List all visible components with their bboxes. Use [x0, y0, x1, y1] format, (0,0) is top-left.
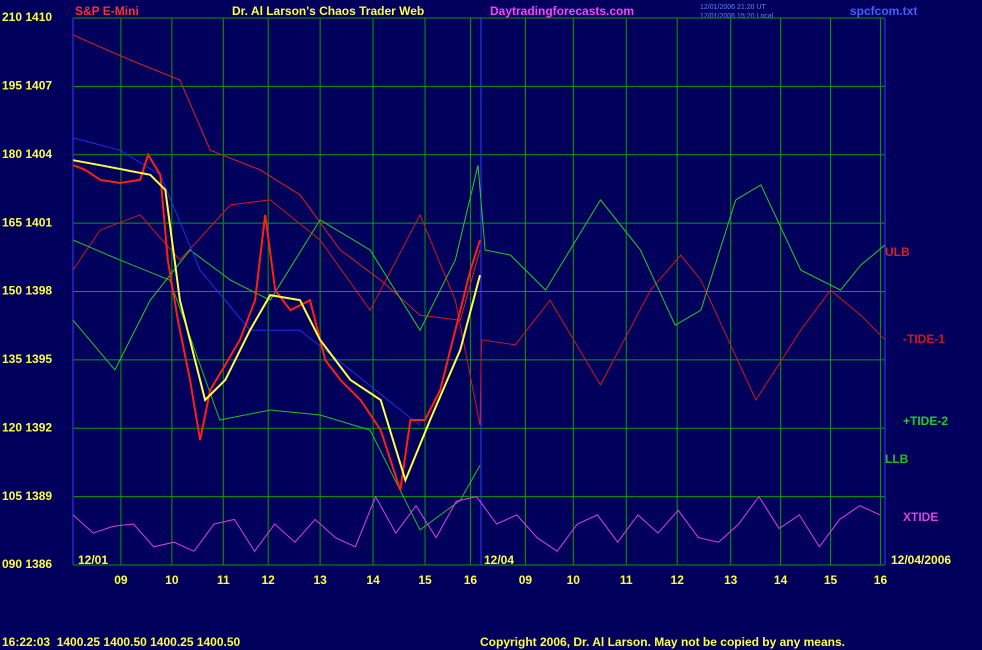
site: Daytradingforecasts.com: [490, 4, 634, 18]
x-tick-label: 09: [519, 573, 533, 587]
y-tick-label: 210 1410: [2, 10, 52, 24]
x-tick-label: 10: [165, 573, 179, 587]
y-tick-label: 090 1386: [2, 557, 52, 571]
x-tick-label: 12: [671, 573, 685, 587]
y-tick-label: 135 1395: [2, 352, 52, 366]
y-tick-label: 180 1404: [2, 147, 52, 161]
series-line: [72, 34, 481, 321]
date-label: 12/04: [484, 553, 514, 567]
x-tick-label: 16: [874, 573, 888, 587]
instrument: S&P E-Mini: [75, 4, 139, 18]
x-tick-label: 13: [724, 573, 738, 587]
quote-line: 16:22:03 1400.25 1400.50 1400.25 1400.50: [2, 635, 241, 649]
y-tick-label: 105 1389: [2, 489, 52, 503]
series-line: [72, 165, 886, 371]
y-tick-label: 195 1407: [2, 79, 52, 93]
y-tick-label: 165 1401: [2, 215, 52, 229]
x-tick-label: 12: [262, 573, 276, 587]
legend-label: LLB: [885, 452, 909, 466]
x-tick-label: 15: [824, 573, 838, 587]
date-label: 12/04/2006: [891, 553, 951, 567]
legend-label: ULB: [885, 245, 910, 259]
series-line: [72, 152, 481, 491]
x-tick-label: 09: [114, 573, 128, 587]
series-line: [72, 239, 481, 531]
x-tick-label: 14: [774, 573, 788, 587]
x-tick-label: 15: [418, 573, 432, 587]
y-tick-label: 120 1392: [2, 420, 52, 434]
x-tick-label: 13: [313, 573, 327, 587]
legend-label: -TIDE-1: [903, 332, 945, 346]
chart-title: Dr. Al Larson's Chaos Trader Web: [232, 4, 424, 18]
series-line: [72, 199, 886, 426]
series-line: [72, 159, 481, 484]
y-tick-label: 150 1398: [2, 284, 52, 298]
timestamp: 12/01/2006 15:20 Local: [700, 13, 774, 20]
x-tick-label: 11: [217, 573, 230, 587]
date-label: 12/01: [78, 553, 108, 567]
x-tick-label: 14: [366, 573, 380, 587]
copyright: Copyright 2006, Dr. Al Larson. May not b…: [480, 635, 845, 649]
series-line: [72, 495, 881, 553]
x-tick-label: 10: [567, 573, 581, 587]
timestamp: 12/01/2006 21:20 UT: [700, 4, 766, 11]
legend-label: XTIDE: [903, 510, 938, 524]
legend-label: +TIDE-2: [903, 414, 948, 428]
file-name: spcfcom.txt: [850, 4, 917, 18]
x-tick-label: 16: [464, 573, 478, 587]
x-tick-label: 11: [620, 573, 633, 587]
